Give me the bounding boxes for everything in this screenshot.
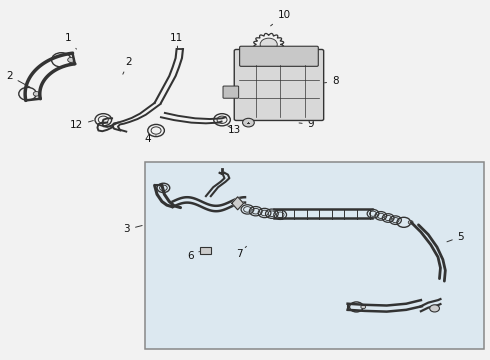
Text: 12: 12 [70,121,93,130]
Circle shape [243,118,254,127]
FancyBboxPatch shape [234,49,324,121]
Bar [200,247,211,253]
Text: 4: 4 [144,135,156,144]
Text: 8: 8 [324,76,339,86]
Text: 6: 6 [187,251,199,261]
Circle shape [33,91,39,96]
Circle shape [260,38,277,51]
Text: 3: 3 [123,225,142,234]
Circle shape [430,305,440,312]
Circle shape [68,57,74,62]
Text: 2: 2 [123,57,132,74]
Bar [145,162,485,348]
Text: 7: 7 [236,246,246,258]
Text: 2: 2 [6,71,30,87]
Text: 9: 9 [299,120,314,129]
FancyBboxPatch shape [240,46,318,66]
Circle shape [361,305,366,309]
Text: 11: 11 [170,33,183,48]
FancyBboxPatch shape [223,86,239,98]
Text: 1: 1 [65,33,76,49]
Text: 13: 13 [228,125,241,135]
Polygon shape [232,197,244,210]
Circle shape [408,221,413,224]
Text: 10: 10 [270,10,291,26]
Text: 5: 5 [447,232,465,242]
